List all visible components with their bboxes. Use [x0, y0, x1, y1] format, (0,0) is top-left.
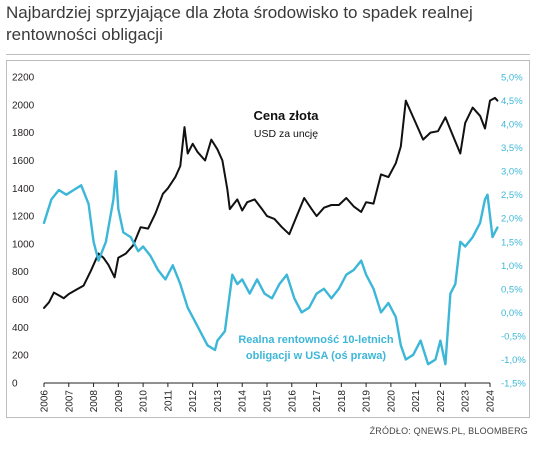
x-tick-label: 2016 — [287, 390, 298, 413]
annotation-1: Cena złota — [253, 108, 319, 123]
x-tick-label: 2009 — [114, 390, 125, 413]
y-left-tick-label: 600 — [12, 295, 29, 306]
y-left-tick-label: 200 — [12, 351, 29, 362]
y-right-tick-label: 0,5% — [501, 284, 523, 295]
y-right-tick-label: 2,0% — [501, 214, 523, 225]
y-right-tick-label: 4,5% — [501, 96, 523, 107]
chart-frame — [6, 60, 530, 418]
y-right-tick-label: -1,0% — [501, 355, 526, 366]
title-divider — [6, 54, 530, 55]
x-tick-label: 2020 — [386, 390, 397, 413]
y-right-tick-label: -1,5% — [501, 379, 526, 390]
x-tick-label: 2019 — [362, 390, 373, 413]
source-note: ŹRÓDŁO: QNEWS.PL, BLOOMBERG — [369, 426, 528, 436]
x-tick-label: 2008 — [89, 390, 100, 413]
x-tick-label: 2013 — [213, 390, 224, 413]
x-tick-label: 2014 — [238, 390, 249, 413]
y-right-tick-label: 2,5% — [501, 190, 523, 201]
x-tick-label: 2021 — [411, 390, 422, 413]
x-tick-label: 2007 — [64, 390, 75, 413]
y-left-tick-label: 1400 — [12, 184, 35, 195]
y-left-tick-label: 800 — [12, 267, 29, 278]
y-right-tick-label: 1,0% — [501, 261, 523, 272]
y-left-tick-label: 400 — [12, 323, 29, 334]
series-line-yield — [42, 169, 499, 366]
x-tick-label: 2015 — [263, 390, 274, 413]
y-left-tick-label: 1000 — [12, 239, 35, 250]
y-right-tick-label: 4,0% — [501, 120, 523, 131]
y-right-tick-label: 0,0% — [501, 308, 523, 319]
annotation-4: obligacji w USA (oś prawa) — [246, 350, 387, 362]
x-tick-label: 2023 — [461, 390, 472, 413]
y-right-tick-label: 3,0% — [501, 167, 523, 178]
y-left-tick-label: 0 — [12, 379, 18, 390]
x-tick-label: 2011 — [163, 390, 174, 412]
x-tick-label: 2017 — [312, 390, 323, 413]
y-left-tick-label: 1200 — [12, 212, 35, 223]
y-right-tick-label: 1,5% — [501, 237, 523, 248]
chart-title: Najbardziej sprzyjające dla złota środow… — [6, 3, 473, 44]
x-tick-label: 2012 — [188, 390, 199, 413]
x-tick-label: 2018 — [337, 390, 348, 413]
x-tick-label: 2022 — [436, 390, 447, 413]
x-tick-label: 2006 — [40, 390, 51, 413]
y-right-tick-label: -0,5% — [501, 331, 526, 342]
annotation-3: Realna rentowność 10-letnich — [238, 334, 394, 346]
y-right-tick-label: 3,5% — [501, 143, 523, 154]
y-left-tick-label: 1800 — [12, 128, 35, 139]
y-left-tick-label: 2200 — [12, 73, 35, 84]
y-left-tick-label: 1600 — [12, 156, 35, 167]
series-line-gold — [43, 96, 499, 309]
annotation-2: USD za uncję — [254, 128, 318, 140]
x-tick-label: 2010 — [139, 390, 150, 413]
x-tick-label: 2024 — [486, 390, 497, 413]
y-right-tick-label: 5,0% — [501, 73, 523, 84]
y-left-tick-label: 2000 — [12, 100, 35, 111]
